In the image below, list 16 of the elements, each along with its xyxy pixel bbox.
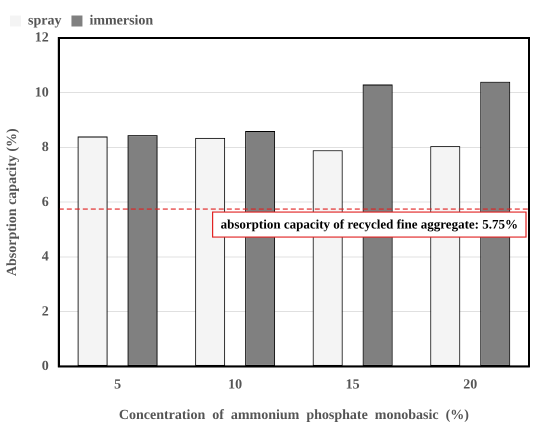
y-tick-label: 8 <box>42 140 49 156</box>
x-tick-label: 10 <box>228 377 242 392</box>
y-tick-label: 12 <box>34 30 49 46</box>
x-tick-label: 15 <box>346 377 360 392</box>
x-tick-label: 5 <box>114 377 122 392</box>
x-axis-title: Concentration of ammonium phosphate monobasic (%) <box>118 408 470 424</box>
y-tick-label: 10 <box>34 85 49 100</box>
ref-line-label: absorption capacity of recycled fine aggregate: 5.75% <box>220 216 518 232</box>
y-tick-label: 2 <box>42 304 49 320</box>
legend-label: spray <box>28 14 62 29</box>
x-tick-label: 20 <box>463 377 478 392</box>
legend-label: immersion <box>89 14 154 29</box>
y-axis-title: Absorption capacity (%) <box>5 128 20 276</box>
y-tick-label: 0 <box>42 359 49 374</box>
y-tick-label: 6 <box>42 194 49 210</box>
y-tick-label: 4 <box>42 250 49 265</box>
